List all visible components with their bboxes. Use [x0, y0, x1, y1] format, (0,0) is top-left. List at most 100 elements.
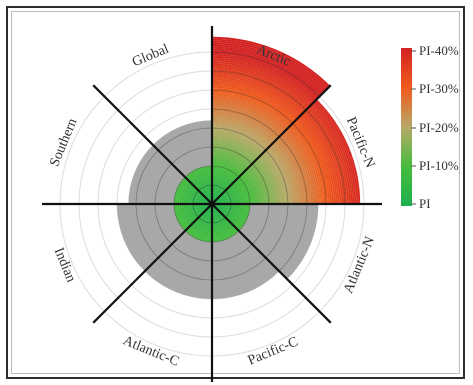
sector-band — [212, 139, 258, 160]
sector-band — [212, 156, 246, 172]
sector-band — [229, 204, 239, 223]
sector-band — [242, 171, 258, 204]
sector-band — [212, 160, 243, 175]
sector-band — [233, 181, 245, 204]
sector-ring-stroke — [292, 123, 327, 205]
sector-band — [212, 225, 235, 237]
sector-band — [185, 166, 212, 179]
sector-ring-stroke — [154, 203, 172, 245]
sector-band — [212, 145, 254, 164]
sector-band — [193, 177, 212, 187]
sector-band — [196, 193, 203, 204]
sector-global — [152, 120, 213, 204]
sector-band — [232, 204, 243, 226]
sector-band — [185, 185, 195, 204]
legend-label: PI-40% — [419, 43, 459, 58]
category-label-atlantic-n: Atlantic-N — [341, 235, 378, 296]
sector-ring-stroke — [135, 149, 159, 205]
sector-southern — [128, 144, 212, 205]
sector-band — [187, 204, 196, 222]
sector-band — [229, 185, 239, 204]
sector-band — [189, 204, 198, 221]
sector-band — [196, 204, 203, 215]
sector-ring-stroke — [238, 176, 251, 205]
center-dot — [208, 200, 216, 208]
sector-band — [194, 220, 212, 229]
sector-band — [236, 178, 249, 204]
legend-label: PI-30% — [419, 81, 459, 96]
sector-band — [245, 169, 262, 204]
sector-ring-stroke — [157, 127, 213, 151]
sector-band — [187, 169, 212, 182]
sector-ring-stroke — [211, 70, 307, 111]
sector-band — [193, 190, 200, 204]
sector-band — [175, 178, 188, 204]
sector-band — [234, 179, 247, 204]
sector-ring-stroke — [252, 203, 270, 245]
sector-band — [201, 213, 212, 220]
sector-band — [179, 181, 191, 204]
sector-band — [183, 183, 194, 204]
legend-label: PI-10% — [419, 158, 459, 173]
sector-ring-stroke — [173, 203, 186, 232]
sector-band — [185, 204, 195, 223]
sector-ring-stroke — [157, 257, 213, 281]
sector-ring-stroke — [173, 176, 186, 205]
sector-band — [199, 186, 212, 194]
sector-band — [256, 158, 277, 204]
sector-band — [183, 204, 194, 225]
sector-band — [248, 166, 266, 204]
sector-band — [212, 218, 229, 227]
sector-divider — [211, 203, 332, 324]
sector-ring-stroke — [305, 109, 346, 205]
sector-band — [222, 204, 230, 217]
sector-atlantic-c — [144, 204, 213, 299]
sector-band — [187, 226, 212, 239]
sector-ring-stroke — [184, 165, 213, 178]
sector-band — [238, 175, 252, 204]
sector-divider-lines — [42, 26, 382, 382]
sector-band — [226, 187, 235, 204]
sector-band — [237, 204, 250, 231]
sector-band — [212, 141, 257, 162]
sector-band — [212, 166, 239, 179]
sector-band — [253, 161, 273, 204]
sector-band — [177, 204, 190, 229]
sector-band — [190, 224, 212, 235]
sector-band — [190, 173, 212, 184]
sector-ring-stroke — [265, 149, 289, 205]
sector-band — [232, 182, 243, 204]
sector-band — [212, 222, 233, 233]
sector-band — [189, 171, 212, 183]
sector-band — [212, 229, 239, 242]
sector-band — [202, 212, 212, 218]
sector-ring-stroke — [211, 165, 240, 178]
sector-band — [236, 204, 249, 230]
sector-band — [212, 173, 234, 184]
sector-ring-stroke — [211, 51, 320, 97]
sector-band — [186, 167, 212, 180]
sector-ring-stroke — [211, 257, 267, 281]
sector-band — [212, 217, 227, 225]
sector-band — [177, 179, 190, 204]
sector-band — [224, 190, 231, 204]
sector-band — [212, 143, 255, 163]
sector-ring-stroke — [265, 203, 289, 259]
sector-band — [221, 193, 228, 204]
sector-band — [199, 214, 212, 222]
sector-band — [241, 173, 256, 204]
sector-divider — [211, 84, 332, 205]
sector-band — [191, 189, 199, 204]
sector-band — [212, 183, 227, 191]
sector-band — [233, 204, 245, 227]
sector-band — [254, 159, 275, 204]
sector-band — [234, 204, 247, 229]
sector-band — [191, 222, 212, 233]
sector-band — [228, 186, 237, 204]
sector-band — [212, 158, 245, 174]
sector-ring-stroke — [211, 89, 293, 124]
legend-colorbar — [401, 48, 412, 206]
sector-band — [193, 204, 200, 218]
sector-band — [193, 221, 212, 231]
